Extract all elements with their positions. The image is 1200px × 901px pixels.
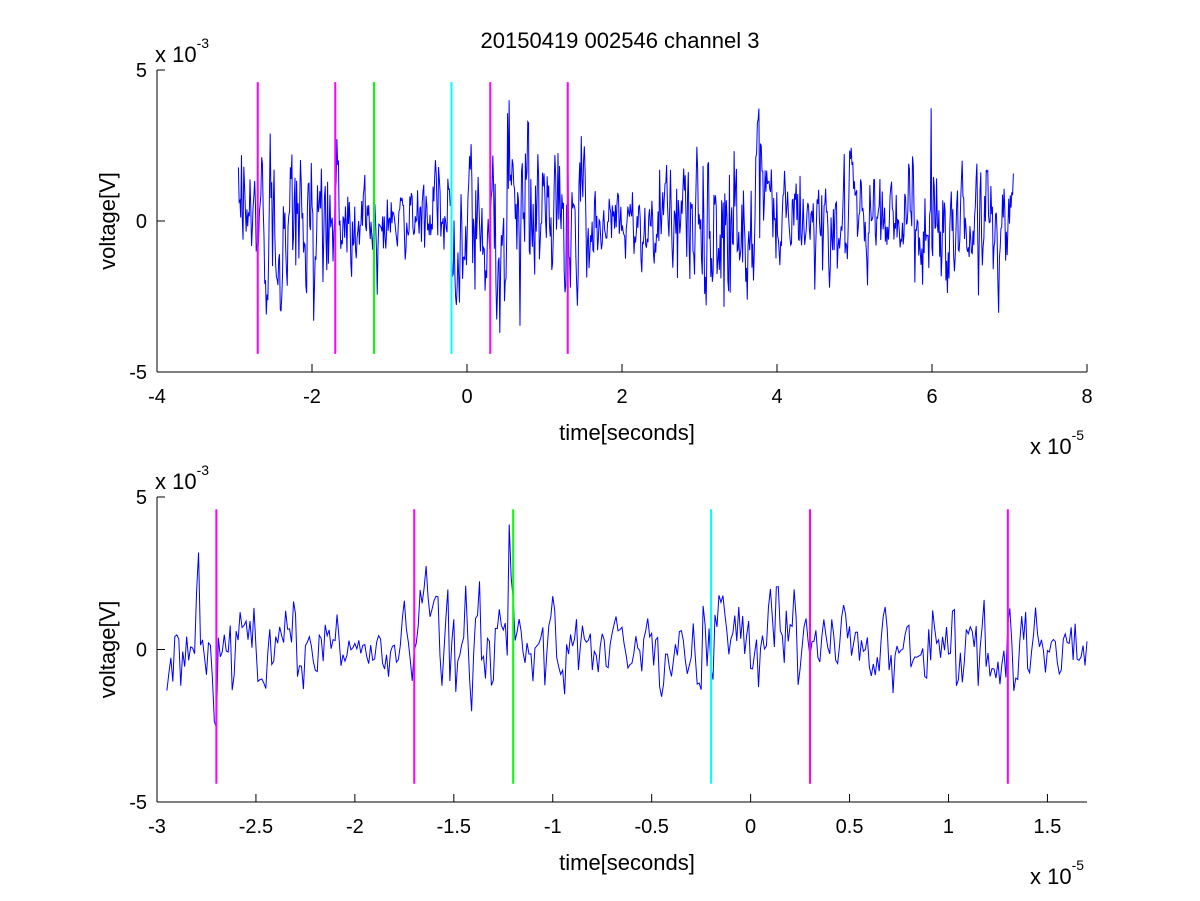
x-tick-label: -1 — [544, 816, 562, 838]
x-multiplier-label: x 10-5 — [1030, 857, 1084, 889]
x-tick-label: 4 — [771, 386, 782, 408]
x-tick-label: 1 — [943, 816, 954, 838]
x-tick-label: -0.5 — [634, 816, 668, 838]
x-tick-label: -2.5 — [239, 816, 273, 838]
y-multiplier-exponent: -3 — [197, 35, 210, 51]
x-tick-label: -3 — [148, 816, 166, 838]
y-multiplier-base: x 10 — [155, 469, 197, 494]
x-multiplier-exponent: -5 — [1072, 427, 1085, 443]
y-axis-label: voltage[V] — [95, 172, 120, 270]
x-tick-label: -4 — [148, 386, 166, 408]
y-tick-label: 5 — [136, 60, 147, 82]
x-multiplier-label: x 10-5 — [1030, 427, 1084, 459]
x-tick-label: -2 — [303, 386, 321, 408]
x-tick-label: 2 — [616, 386, 627, 408]
y-multiplier-label: x 10-3 — [155, 35, 209, 67]
y-multiplier-exponent: -3 — [197, 462, 210, 478]
x-tick-label: -2 — [346, 816, 364, 838]
x-multiplier-base: x 10 — [1030, 434, 1072, 459]
panel-top: -4 -2 0 2 4 6 8 -5 0 5 time[seconds] voltage[V] x 10… — [95, 35, 1093, 459]
x-tick-label: 8 — [1081, 386, 1092, 408]
y-multiplier-base: x 10 — [155, 42, 197, 67]
y-tick-label: -5 — [129, 362, 147, 384]
y-axis-label: voltage[V] — [95, 601, 120, 699]
x-axis-label: time[seconds] — [559, 420, 695, 445]
x-tick-label: 0.5 — [836, 816, 864, 838]
x-axis-label: time[seconds] — [559, 850, 695, 875]
y-tick-label: -5 — [129, 792, 147, 814]
x-tick-label: 1.5 — [1034, 816, 1062, 838]
voltage-trace — [237, 100, 1014, 333]
x-tick-label: -1.5 — [437, 816, 471, 838]
voltage-trace — [166, 524, 1088, 728]
x-multiplier-exponent: -5 — [1072, 857, 1085, 873]
y-tick-label: 0 — [136, 211, 147, 233]
y-tick-label: 5 — [136, 487, 147, 509]
x-multiplier-base: x 10 — [1030, 864, 1072, 889]
panel-bottom: -3 -2.5 -2 -1.5 -1 -0.5 0 0.5 1 1.5 -5 0 5 time[secon… — [95, 462, 1088, 889]
x-tick-label: 6 — [926, 386, 937, 408]
x-tick-label: 0 — [745, 816, 756, 838]
y-multiplier-label: x 10-3 — [155, 462, 209, 494]
chart-title: 20150419 002546 channel 3 — [481, 28, 760, 53]
y-tick-label: 0 — [136, 640, 147, 662]
x-tick-label: 0 — [461, 386, 472, 408]
